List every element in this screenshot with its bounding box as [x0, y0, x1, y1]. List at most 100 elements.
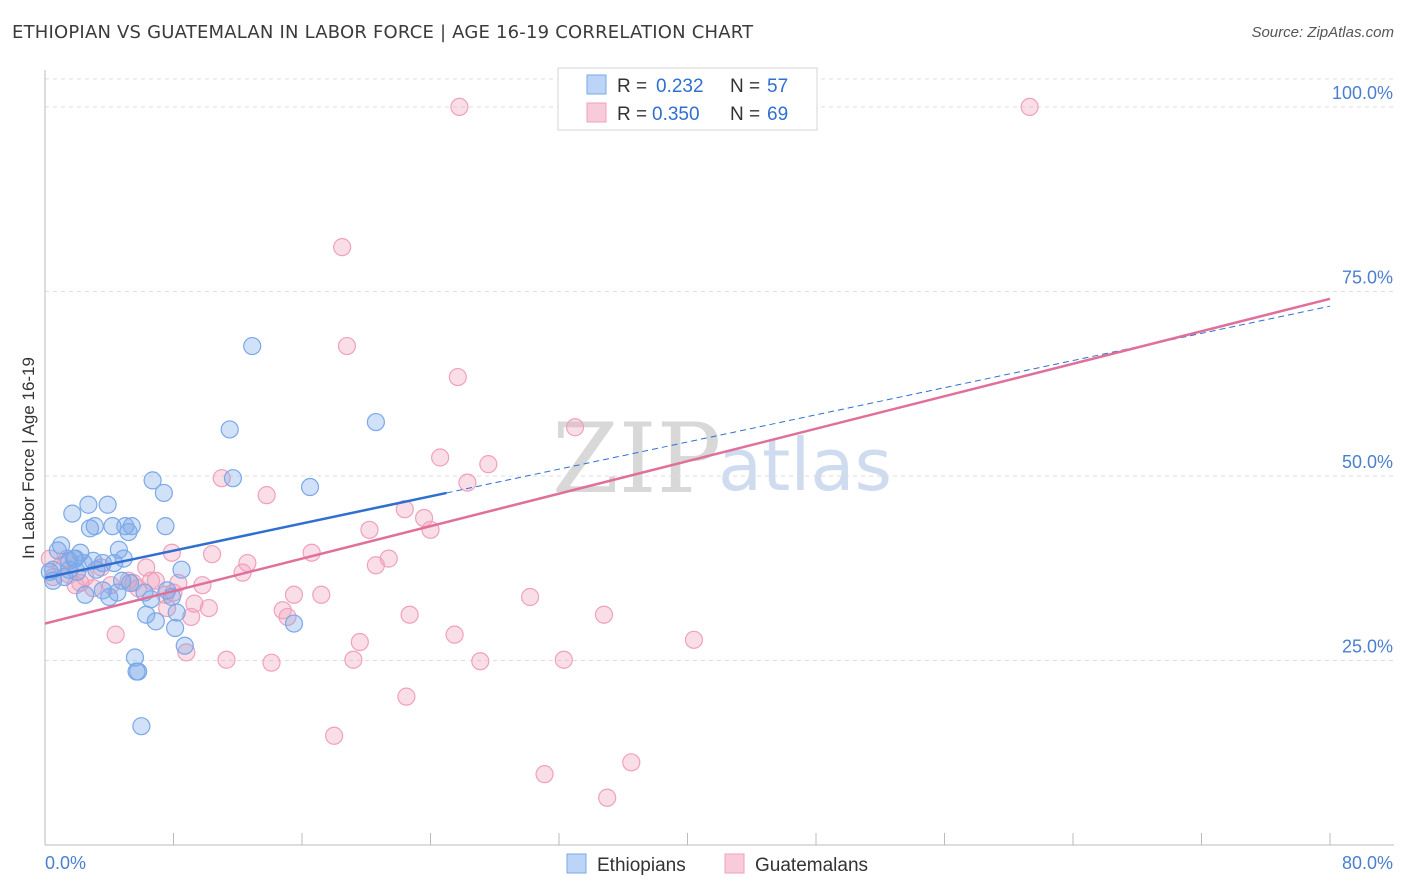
- scatter-point: [594, 605, 614, 624]
- scatter-point: [1020, 97, 1039, 117]
- scatter-point: [257, 486, 276, 505]
- scatter-point: [63, 504, 82, 523]
- scatter-point: [220, 420, 239, 439]
- y-tick-label: 25.0%: [1342, 636, 1393, 656]
- legend-r-value-blue: 0.232: [656, 76, 704, 97]
- scatter-point: [344, 650, 363, 669]
- scatter-point: [243, 336, 262, 356]
- scatter-point: [471, 652, 490, 671]
- ethiopians-trend-line: [44, 491, 447, 580]
- scatter-point: [157, 598, 177, 618]
- legend-r-value-pink: 0.350: [652, 104, 700, 125]
- scatter-point: [238, 553, 257, 573]
- scatter-point: [300, 477, 320, 497]
- legend-swatch-guatemalans: [724, 853, 745, 874]
- legend-swatch-blue: [586, 74, 607, 95]
- scatter-point: [284, 585, 304, 604]
- scatter-point: [565, 418, 585, 437]
- scatter-point: [129, 662, 148, 681]
- scatter-point: [217, 650, 236, 669]
- scatter-point: [121, 573, 140, 593]
- legend-n-value-pink: 69: [767, 104, 788, 125]
- y-ticks: 25.0% 50.0% 75.0% 100.0%: [1332, 83, 1393, 657]
- scatter-point: [79, 495, 98, 514]
- y-axis-label: In Labor Force | Age 16-19: [19, 357, 38, 559]
- legend-r-label-pink: R =: [617, 104, 647, 125]
- scatter-point: [448, 367, 467, 387]
- scatter-point: [431, 448, 450, 467]
- scatter-point: [109, 540, 128, 559]
- scatter-point: [337, 336, 357, 356]
- scatter-point: [177, 643, 196, 662]
- legend-n-label-blue: N =: [730, 76, 760, 97]
- y-tick-label: 75.0%: [1342, 267, 1393, 287]
- scatter-point: [598, 788, 617, 807]
- scatter-point: [622, 753, 641, 772]
- scatter-point: [167, 603, 186, 622]
- scatter-point: [156, 517, 175, 536]
- scatter-point: [114, 549, 133, 568]
- scatter-point: [360, 520, 379, 539]
- scatter-point: [262, 653, 281, 672]
- axes: [44, 70, 1394, 846]
- legend-n-label-pink: N =: [730, 104, 760, 125]
- source-label: Source: ZipAtlas.com: [1251, 24, 1394, 41]
- guatemalans-trend-line: [44, 297, 1331, 625]
- scatter-point: [400, 605, 419, 624]
- scatter-point: [445, 625, 464, 644]
- stats-legend: R = 0.232 N = 57 R = 0.350 N = 69: [557, 67, 818, 131]
- scatter-point: [146, 612, 165, 631]
- scatter-point: [458, 473, 477, 492]
- scatter-point: [185, 594, 204, 613]
- scatter-point: [684, 630, 704, 649]
- scatter-point: [350, 632, 369, 652]
- scatter-point: [223, 469, 243, 488]
- ethiopians-points: [40, 336, 385, 736]
- scatter-point: [166, 618, 185, 638]
- scatter-point: [172, 560, 191, 579]
- scatter-point: [132, 717, 151, 736]
- scatter-point: [93, 581, 112, 600]
- scatter-point: [535, 765, 554, 784]
- legend-swatch-ethiopians: [566, 853, 587, 874]
- guatemalans-points: [40, 97, 1039, 807]
- scatter-point: [479, 455, 498, 474]
- scatter-point: [125, 648, 145, 667]
- scatter-point: [333, 238, 352, 257]
- scatter-point: [520, 587, 540, 607]
- scatter-point: [397, 687, 416, 706]
- legend-swatch-pink: [586, 102, 607, 123]
- legend-r-label-blue: R =: [617, 76, 647, 97]
- series-legend: Ethiopians Guatemalans: [566, 853, 868, 876]
- scatter-point: [366, 412, 385, 432]
- scatter-point: [66, 549, 85, 568]
- scatter-point: [154, 483, 173, 503]
- y-tick-label: 50.0%: [1342, 452, 1393, 472]
- scatter-point: [278, 607, 297, 627]
- scatter-point: [175, 636, 194, 655]
- scatter-point: [98, 495, 117, 514]
- scatter-point: [199, 598, 218, 618]
- trend-lines: [44, 297, 1331, 625]
- y-tick-label: 100.0%: [1332, 83, 1393, 103]
- scatter-point: [51, 536, 71, 555]
- scatter-point: [379, 549, 398, 568]
- legend-label-ethiopians: Ethiopians: [597, 855, 686, 876]
- scatter-point: [85, 517, 104, 536]
- scatter-point: [284, 614, 304, 633]
- scatter-point: [108, 583, 127, 602]
- scatter-point: [103, 517, 122, 536]
- scatter-point: [312, 585, 331, 604]
- scatter-point: [122, 517, 141, 536]
- chart-title: ETHIOPIAN VS GUATEMALAN IN LABOR FORCE |…: [12, 22, 754, 43]
- legend-n-value-blue: 57: [767, 76, 788, 97]
- scatter-point: [554, 650, 573, 669]
- scatter-point: [106, 625, 125, 644]
- watermark-atlas: atlas: [718, 423, 892, 507]
- scatter-point: [76, 585, 95, 604]
- legend-label-guatemalans: Guatemalans: [755, 855, 868, 876]
- x-ticks: [44, 833, 1331, 845]
- scatter-point: [325, 726, 344, 745]
- scatter-point: [450, 97, 469, 117]
